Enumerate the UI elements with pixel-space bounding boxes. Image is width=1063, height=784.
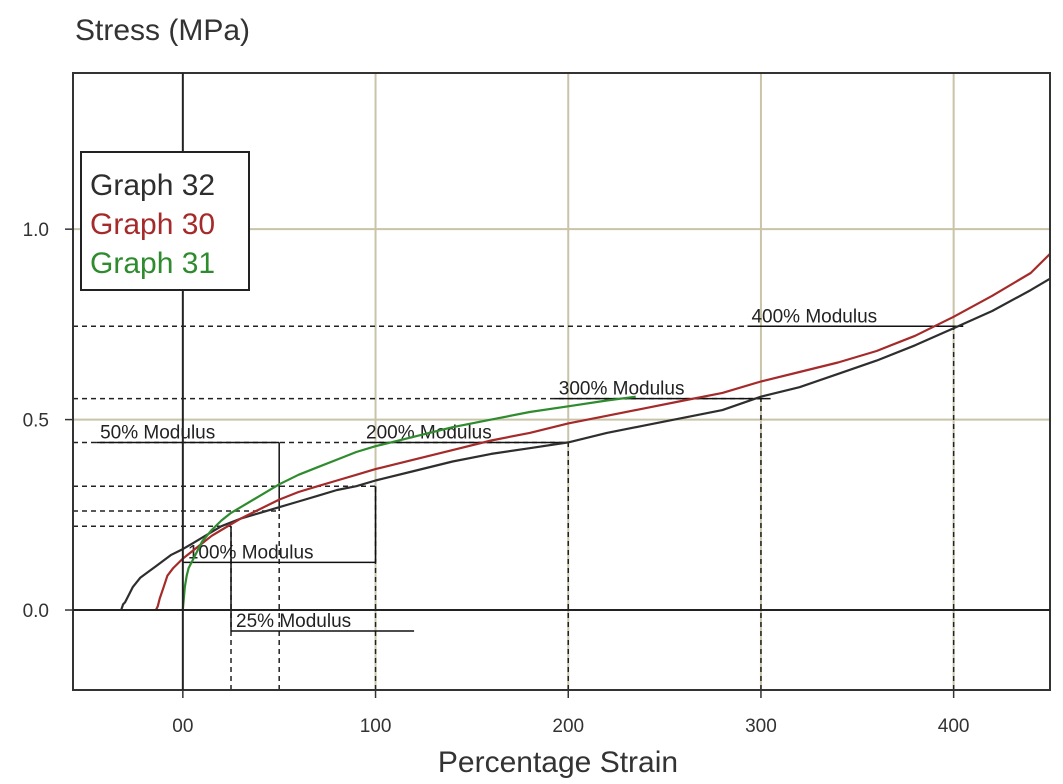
legend-entry: Graph 30 xyxy=(90,208,215,241)
reference-lines xyxy=(73,325,955,690)
series-line-3 xyxy=(181,395,636,611)
y-tick-label: 0.0 xyxy=(23,601,49,622)
x-axis-label: Percentage Strain xyxy=(438,746,678,779)
data-series xyxy=(120,253,1051,611)
y-tick-label: 0.5 xyxy=(23,411,49,432)
legend-entry: Graph 32 xyxy=(90,169,215,202)
plot-frame xyxy=(72,72,1051,691)
modulus-label: 300% Modulus xyxy=(559,379,685,400)
x-tick-label: 200 xyxy=(552,716,584,737)
x-tick-label: 100 xyxy=(360,716,392,737)
series-line-1 xyxy=(120,277,1051,611)
series-line-2 xyxy=(154,253,1051,611)
legend-entry: Graph 31 xyxy=(90,247,215,280)
legend: Graph 32 Graph 30 Graph 31 xyxy=(80,151,250,291)
y-axis-label: Stress (MPa) xyxy=(75,14,250,47)
modulus-label: 100% Modulus xyxy=(188,542,314,563)
modulus-label: 50% Modulus xyxy=(100,422,215,443)
legend-box xyxy=(80,151,250,291)
modulus-label: 400% Modulus xyxy=(751,306,877,327)
x-tick-label: 300 xyxy=(745,716,777,737)
y-tick-label: 1.0 xyxy=(23,220,49,241)
x-tick-label: 400 xyxy=(938,716,970,737)
modulus-label: 25% Modulus xyxy=(236,611,351,632)
x-tick-label: 00 xyxy=(172,716,193,737)
tick-labels: 00 100 200 300 400 0.0 0.5 1.0 xyxy=(23,220,970,737)
